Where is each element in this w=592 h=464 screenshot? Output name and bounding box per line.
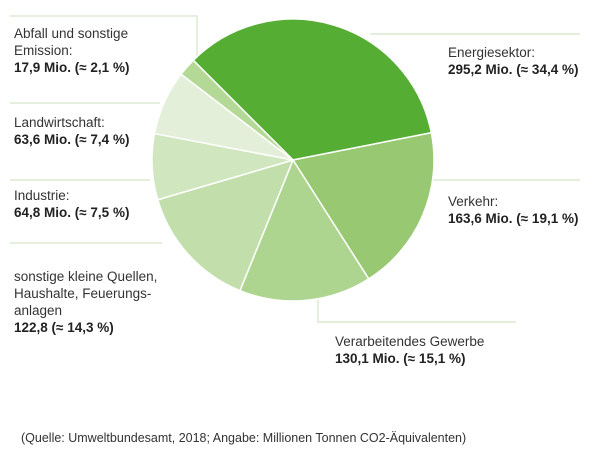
leader-line-abfall (10, 15, 198, 57)
pie-slice-sonstige-quellen (156, 158, 295, 292)
label-verarbeitendes-gewerbe: Verarbeitendes Gewerbe 130,1 Mio. (≈ 15,… (335, 333, 484, 367)
slice-name: Landwirtschaft: (14, 115, 105, 130)
slice-name: Verarbeitendes Gewerbe (335, 334, 485, 349)
slice-name: Abfall und sonstige Emission: (14, 26, 129, 58)
leader-line-verarbeitendes-gewerbe (317, 298, 516, 323)
slice-value: 64,8 Mio. (≈ 7,5 %) (14, 205, 130, 220)
slice-value: 130,1 Mio. (≈ 15,1 %) (335, 351, 466, 366)
pie-slice-abfall (180, 59, 294, 161)
pie-slice-verarbeitendes-gewerbe (238, 158, 370, 302)
slice-value: 17,9 Mio. (≈ 2,1 %) (14, 60, 130, 75)
label-landwirtschaft: Landwirtschaft: 63,6 Mio. (≈ 7,4 %) (14, 114, 129, 148)
label-energiesektor: Energiesektor: 295,2 Mio. (≈ 34,4 %) (448, 44, 578, 78)
slice-name: Industrie: (14, 188, 70, 203)
source-note: (Quelle: Umweltbundesamt, 2018; Angabe: … (21, 431, 467, 445)
slice-name: Verkehr: (448, 194, 499, 209)
slice-name: Energiesektor: (448, 45, 536, 60)
label-verkehr: Verkehr: 163,6 Mio. (≈ 19,1 %) (448, 193, 578, 227)
leader-lines (10, 15, 580, 323)
pie-slice-verkehr (291, 131, 435, 280)
label-abfall: Abfall und sonstige Emission: 17,9 Mio. … (14, 25, 129, 76)
slice-value: 63,6 Mio. (≈ 7,4 %) (14, 132, 130, 147)
pie-slice-energiesektor (192, 18, 433, 161)
slice-name: sonstige kleine Quellen, Haushalte, Feue… (14, 269, 158, 318)
slice-value: 163,6 Mio. (≈ 19,1 %) (448, 211, 579, 226)
label-sonstige-quellen: sonstige kleine Quellen, Haushalte, Feue… (14, 268, 214, 336)
label-industrie: Industrie: 64,8 Mio. (≈ 7,5 %) (14, 187, 129, 221)
slice-value: 295,2 Mio. (≈ 34,4 %) (448, 62, 579, 77)
pie-slices (151, 18, 435, 302)
slice-value: 122,8 (≈ 14,3 %) (14, 320, 114, 335)
